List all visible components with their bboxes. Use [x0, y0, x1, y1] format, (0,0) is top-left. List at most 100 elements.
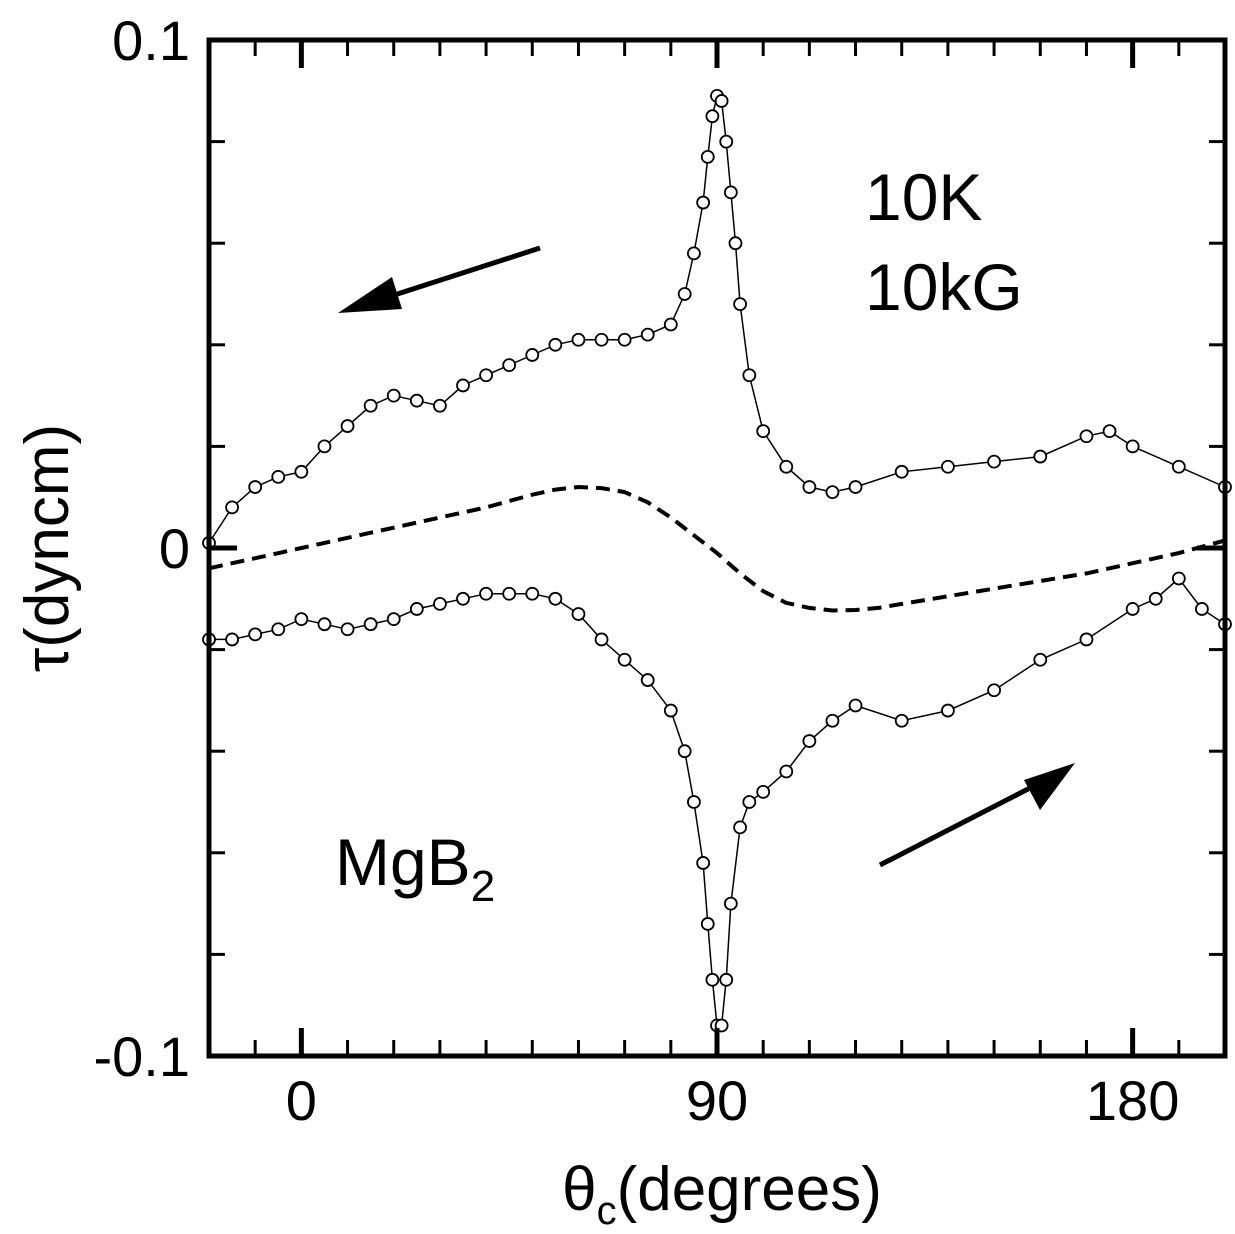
data-point [571, 332, 586, 347]
y-tick-label: 0 [159, 517, 190, 580]
data-point [1079, 632, 1094, 647]
data-point [756, 784, 771, 799]
data-point [340, 622, 355, 637]
data-point [1033, 652, 1048, 667]
data-point [1171, 571, 1186, 586]
data-point [1148, 591, 1163, 606]
data-point [640, 673, 655, 687]
data-point [696, 856, 711, 870]
data-point [779, 764, 794, 779]
data-point [1171, 459, 1186, 474]
data-point [696, 195, 711, 210]
data-point [502, 586, 517, 601]
y-axis-label: τ(dyncm) [13, 424, 82, 672]
series-line [208, 94, 1226, 544]
data-point [340, 419, 355, 433]
data-point [409, 393, 424, 408]
data-point [548, 591, 563, 606]
data-point [700, 917, 715, 931]
data-point [248, 627, 263, 642]
data-point [728, 236, 743, 251]
sample-label-main: MgB [335, 825, 471, 899]
x-tick-label: 180 [1086, 1069, 1179, 1132]
data-point [719, 134, 734, 149]
data-point [677, 744, 692, 759]
data-point [742, 795, 757, 809]
x-axis-label-main: θ [562, 1155, 596, 1224]
data-layer [202, 88, 1232, 1033]
data-point [700, 149, 715, 164]
series-dashed-line [208, 484, 1226, 613]
x-axis-label-sub: c [597, 1189, 617, 1233]
condition-field: 10kG [865, 250, 1023, 324]
data-point [1195, 602, 1209, 616]
data-point [802, 734, 817, 748]
data-point [825, 713, 840, 728]
data-point [987, 454, 1001, 469]
data-point [479, 586, 493, 601]
data-point [742, 368, 757, 383]
arrow-decreasing [338, 245, 541, 313]
data-point [363, 398, 378, 413]
data-point [409, 602, 424, 616]
data-point [248, 480, 263, 494]
data-point [1033, 449, 1048, 464]
x-tick-label: 0 [286, 1069, 317, 1132]
x-axis-label: θc(degrees) [562, 1155, 882, 1233]
data-point [640, 327, 655, 342]
tick-layer: 0 90 180 -0.1 0 0.1 [94, 9, 1227, 1132]
data-point [294, 612, 309, 627]
data-point [687, 795, 701, 809]
data-point [271, 622, 286, 637]
label-layer: τ(dyncm) θc(degrees) 10K 10kG MgB2 [13, 160, 1075, 1233]
sample-label-sub: 2 [471, 862, 495, 911]
data-point [225, 500, 239, 515]
data-point [714, 94, 729, 108]
data-point [733, 297, 747, 312]
data-point [723, 185, 738, 200]
data-point [594, 332, 609, 347]
data-point [1125, 439, 1140, 454]
data-point [848, 480, 863, 494]
y-tick-label: 0.1 [112, 9, 190, 72]
y-tick-label: -0.1 [94, 1025, 191, 1088]
data-point [317, 439, 332, 454]
series-line [209, 577, 1226, 1027]
data-point [525, 586, 540, 601]
series-1 [202, 571, 1232, 1033]
data-point [987, 683, 1001, 698]
data-point [456, 591, 470, 606]
data-point [386, 388, 401, 403]
condition-temperature: 10K [865, 160, 982, 234]
data-point [719, 972, 734, 987]
x-axis-label-rest: (degrees) [617, 1155, 882, 1224]
data-point [594, 632, 609, 647]
data-point [225, 632, 239, 647]
data-point [1079, 429, 1094, 444]
data-point [617, 652, 632, 667]
data-point [941, 459, 955, 474]
data-point [723, 896, 738, 911]
data-point [705, 109, 720, 124]
data-point [663, 703, 678, 718]
data-point [941, 703, 955, 718]
plot-frame [206, 37, 1228, 1059]
data-point [663, 317, 678, 332]
data-point [756, 424, 771, 439]
data-point [848, 698, 863, 713]
data-point [825, 485, 840, 500]
series-0 [202, 88, 1232, 550]
data-point [433, 398, 447, 413]
data-point [525, 348, 540, 362]
data-point [894, 713, 909, 728]
data-point [386, 612, 401, 627]
data-point [294, 464, 309, 479]
data-point [617, 332, 632, 347]
data-point [733, 820, 747, 835]
data-point [571, 607, 586, 621]
x-tick-label: 90 [686, 1069, 748, 1132]
data-point [1125, 602, 1140, 616]
data-point [677, 287, 692, 301]
arrow-increasing [878, 763, 1075, 868]
